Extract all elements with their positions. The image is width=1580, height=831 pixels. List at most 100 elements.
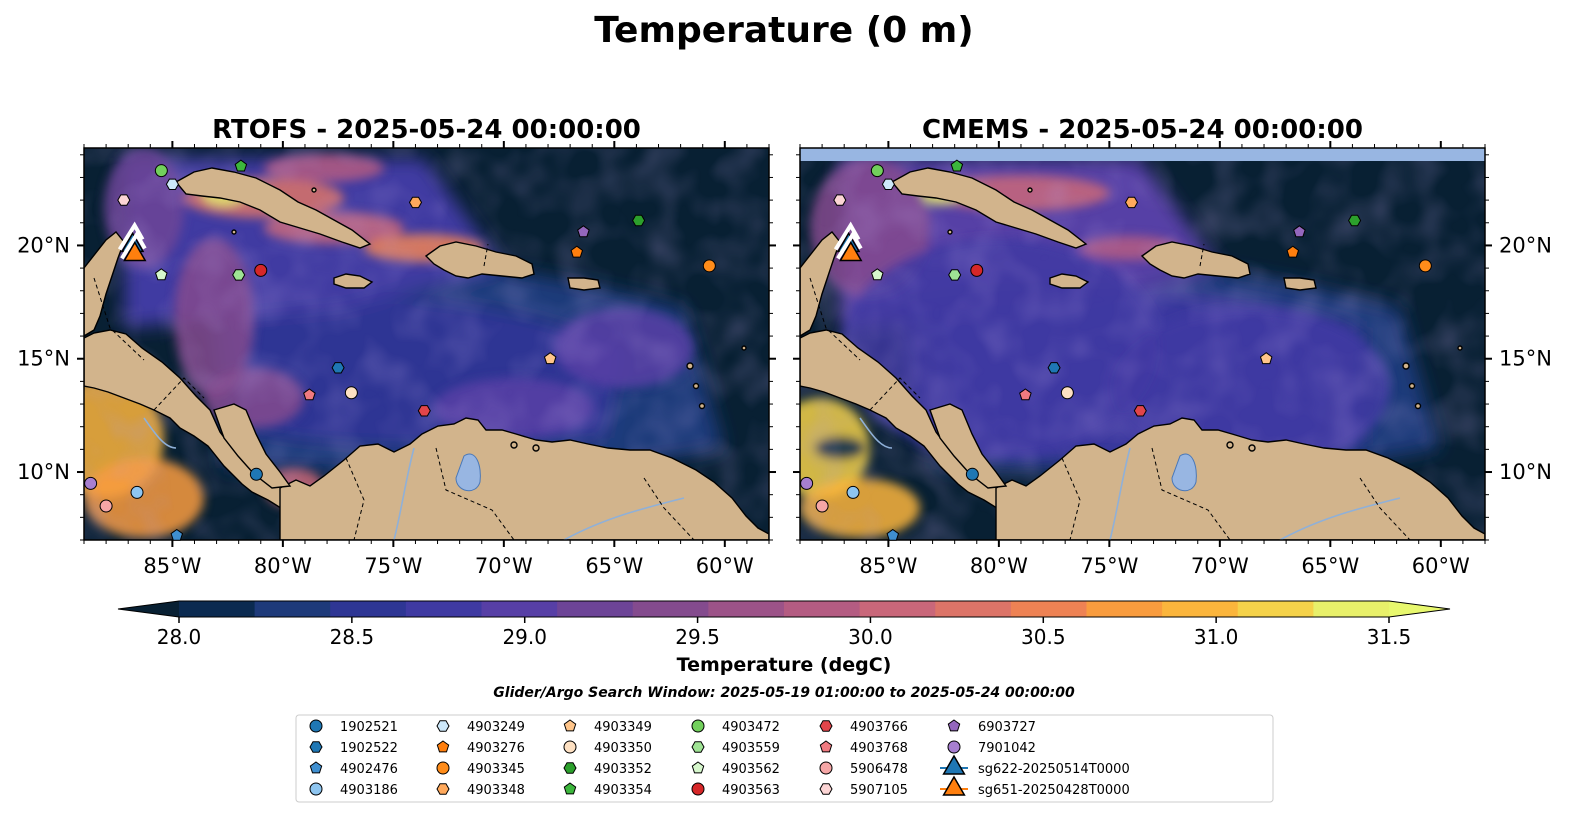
legend-entry: 4903349 <box>563 719 652 735</box>
glider-track <box>833 221 861 251</box>
lat-tick-label: 15°N <box>1499 347 1552 371</box>
lon-tick-label: 70°W <box>1191 554 1249 578</box>
lon-tick-label: 85°W <box>143 554 201 578</box>
legend-entry: sg651-20250428T0000 <box>940 775 1130 798</box>
marker-4903768 <box>1019 388 1032 401</box>
panel-title: CMEMS - 2025-05-24 00:00:00 <box>922 115 1363 145</box>
colorbar-segment <box>330 601 407 617</box>
marker-4903472 <box>154 164 168 178</box>
lat-tick-label: 20°N <box>1499 233 1552 257</box>
marker-4903249 <box>165 178 179 190</box>
legend-marker <box>942 775 966 796</box>
marker-5907105 <box>117 194 131 206</box>
colorbar-segment <box>179 601 256 617</box>
legend-label: 4903249 <box>467 720 525 735</box>
colorbar-segment <box>1162 601 1239 617</box>
marker-7901042 <box>800 476 814 490</box>
legend-entry: 4903559 <box>691 741 780 756</box>
marker-5906478 <box>815 499 829 513</box>
legend-label: 4903186 <box>340 783 398 798</box>
marker-4903768 <box>303 388 316 401</box>
legend-marker <box>563 719 577 732</box>
marker-4903559 <box>948 269 962 281</box>
legend-label: 4903472 <box>722 720 780 735</box>
marker-4903563 <box>254 263 268 277</box>
rivers <box>143 417 685 540</box>
legend-label: 4903559 <box>722 741 780 756</box>
legend-entry: 4903186 <box>309 782 398 798</box>
legend-entry: 4903348 <box>436 783 525 798</box>
legend-marker <box>691 761 705 774</box>
legend-marker <box>691 741 705 753</box>
lon-tick-label: 60°W <box>1412 554 1470 578</box>
marker-7901042 <box>84 476 98 490</box>
legend-marker <box>563 740 577 754</box>
lon-tick-label: 85°W <box>859 554 917 578</box>
colorbar-segment <box>1086 601 1163 617</box>
legend-entry: 4903563 <box>691 782 780 798</box>
panel-frame <box>83 147 770 541</box>
colorbar-under-arrow <box>118 601 179 617</box>
legend-entry: 4902476 <box>309 761 398 777</box>
marker-4903352 <box>632 214 646 227</box>
colorbar-segment <box>1010 601 1087 617</box>
legend-entry: 1902522 <box>309 741 398 756</box>
glider-track <box>836 230 863 260</box>
map-panels: RTOFS - 2025-05-24 00:00:00 85°W 80°W 75°W 7… <box>17 115 1552 578</box>
missing-data-band <box>800 148 1485 161</box>
lon-tick-label: 75°W <box>364 554 422 578</box>
legend-label: 7901042 <box>978 741 1036 756</box>
legend-entry: 1902521 <box>309 719 398 735</box>
lon-tick-label: 75°W <box>1080 554 1138 578</box>
marker-4902476 <box>170 528 184 541</box>
colorbar-segment <box>784 601 861 617</box>
legend-marker <box>436 720 450 732</box>
marker-4903354 <box>234 159 248 172</box>
legend-marker <box>309 719 323 733</box>
legend-entry: 4903352 <box>563 762 652 777</box>
lon-tick-label: 60°W <box>696 554 754 578</box>
lat-tick-label: 10°N <box>1499 460 1552 484</box>
legend-marker <box>947 740 961 754</box>
colorbar-tick-label: 29.5 <box>675 625 720 649</box>
marker-1902522 <box>1047 362 1061 374</box>
temperature-field <box>84 148 769 540</box>
legend-marker <box>436 740 450 753</box>
legend-entry: 4903276 <box>436 740 525 756</box>
figure-title: Temperature (0 m) <box>594 10 973 51</box>
legend-label: sg651-20250428T0000 <box>978 783 1130 798</box>
colorbar-label: Temperature (degC) <box>677 654 892 676</box>
marker-4903348 <box>1124 196 1139 209</box>
colorbar-over-arrow <box>1389 601 1450 617</box>
legend-entry: 4903766 <box>819 720 908 735</box>
legend-entry: 4903350 <box>563 740 652 756</box>
legend-entry: 5907105 <box>819 783 908 798</box>
marker-4903766 <box>1133 405 1147 417</box>
lon-tick-label: 70°W <box>475 554 533 578</box>
search-window-text: Glider/Argo Search Window: 2025-05-19 01… <box>493 685 1075 701</box>
legend-label: 4903349 <box>594 720 652 735</box>
marker-4903559 <box>232 269 246 281</box>
lat-tick-label: 20°N <box>17 233 70 257</box>
legend-marker <box>819 740 833 753</box>
colorbar-segment <box>481 601 558 617</box>
legend-marker <box>819 720 833 732</box>
legend-label: 4903352 <box>594 762 652 777</box>
marker-5907105 <box>833 194 847 206</box>
marker-4903348 <box>408 196 423 209</box>
legend-marker <box>436 761 450 775</box>
colorbar-segment <box>405 601 482 617</box>
legend-entry: 4903472 <box>691 719 780 735</box>
colorbar-segment <box>708 601 785 617</box>
legend-marker <box>947 719 961 732</box>
legend-marker <box>563 782 577 795</box>
axis-ticks <box>77 141 776 547</box>
legend-entry: sg622-20250514T0000 <box>940 754 1130 777</box>
colorbar-tick-label: 28.5 <box>330 625 375 649</box>
legend-marker <box>309 761 323 774</box>
marker-4903276 <box>570 245 584 258</box>
legend-label: 4903563 <box>722 783 780 798</box>
legend-marker <box>309 782 323 796</box>
legend-label: 6903727 <box>978 720 1036 735</box>
